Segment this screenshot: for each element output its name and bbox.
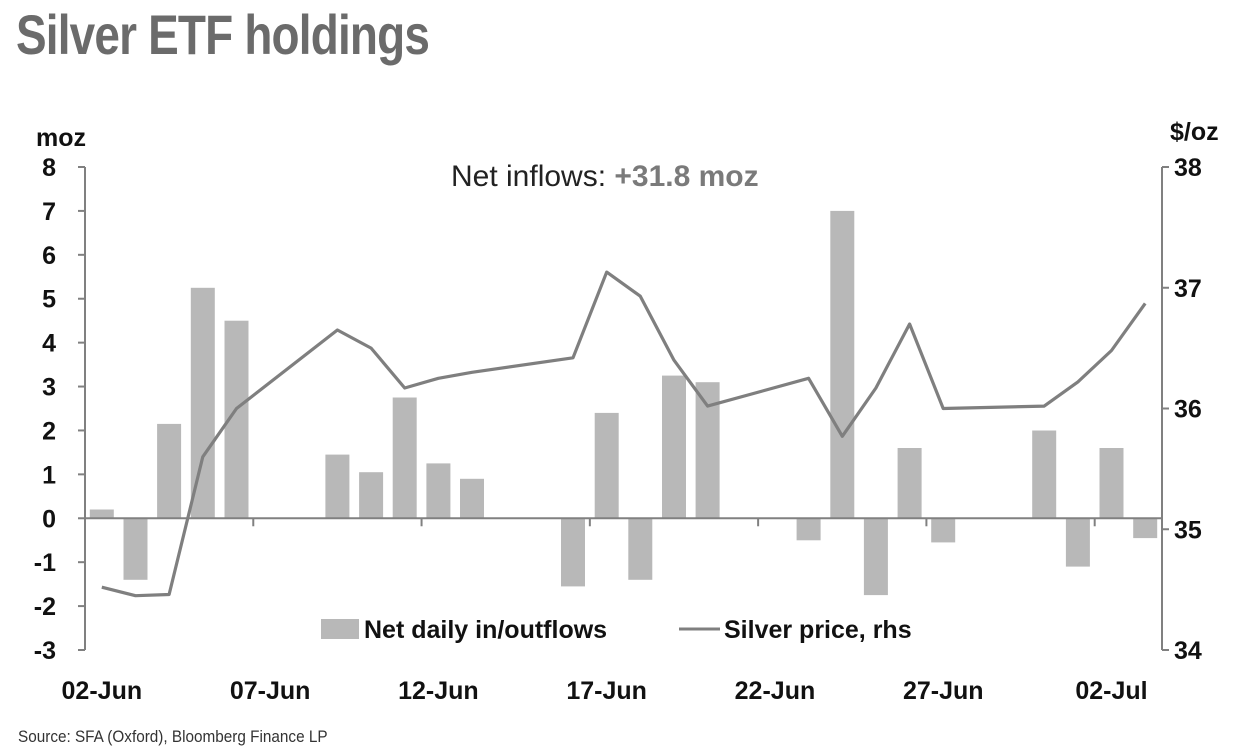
- x-tick-label: 22-Jun: [735, 677, 816, 705]
- silver-price-line: [101, 270, 1147, 598]
- bar-24-Jun: [830, 210, 855, 519]
- x-tick-label: 12-Jun: [398, 677, 479, 705]
- axes-layer: [78, 166, 1169, 651]
- legend-bar-label: Net daily in/outflows: [364, 616, 607, 644]
- left-tick-label: 6: [42, 242, 56, 270]
- left-tick-label: 2: [42, 417, 56, 445]
- legend-bar-swatch: [321, 619, 359, 639]
- x-tick-label: 27-Jun: [903, 677, 984, 705]
- bar-12-Jun: [426, 463, 451, 519]
- right-tick-label: 34: [1174, 637, 1202, 665]
- net-inflows-prefix: Net inflows:: [451, 160, 614, 193]
- bar-27-Jun: [931, 518, 956, 543]
- left-tick-label: 1: [42, 461, 56, 489]
- source-note: Source: SFA (Oxford), Bloomberg Finance …: [18, 727, 328, 746]
- right-axis-unit-label: $/oz: [1170, 118, 1219, 146]
- chart-title: Silver ETF holdings: [16, 3, 430, 66]
- right-tick-label: 36: [1174, 396, 1202, 424]
- left-tick-label: 7: [42, 198, 56, 226]
- ticks-layer: 8 7 6 5 4 3 2 1 0 -1 -2 -3 38 37 36 35 34 02-Jun 07-Jun 12-…: [34, 154, 1202, 705]
- bar-01-Jul: [1065, 518, 1090, 567]
- right-tick-label: 37: [1174, 275, 1202, 303]
- bar-03-Jun: [123, 518, 148, 580]
- bar-02-Jul: [1099, 448, 1124, 519]
- net-inflows-annotation: Net inflows: +31.8 moz: [451, 160, 759, 193]
- bar-30-Jun: [1032, 430, 1057, 519]
- left-axis-unit-label: moz: [36, 124, 86, 152]
- bar-25-Jun: [863, 518, 888, 596]
- bar-04-Jun: [157, 423, 182, 519]
- x-tick-label: 02-Jun: [62, 677, 143, 705]
- bar-03-Jul: [1133, 518, 1158, 539]
- legend-line-label: Silver price, rhs: [724, 616, 912, 644]
- bar-11-Jun: [392, 397, 417, 519]
- left-tick-label: -2: [34, 593, 56, 621]
- bar-10-Jun: [359, 472, 384, 519]
- left-tick-label: -3: [34, 637, 56, 665]
- left-tick-label: 5: [42, 286, 56, 314]
- x-tick-label: 17-Jun: [566, 677, 647, 705]
- left-tick-label: -1: [34, 549, 56, 577]
- bar-16-Jun: [561, 518, 585, 587]
- bar-13-Jun: [460, 478, 484, 519]
- bar-18-Jun: [628, 518, 653, 580]
- left-tick-label: 3: [42, 374, 56, 402]
- left-tick-label: 4: [42, 330, 56, 358]
- x-tick-label: 07-Jun: [230, 677, 311, 705]
- bar-23-Jun: [796, 518, 821, 541]
- bar-19-Jun: [662, 375, 686, 519]
- x-tick-label: 02-Jul: [1075, 677, 1147, 705]
- right-tick-label: 38: [1174, 154, 1202, 182]
- bar-02-Jun: [89, 509, 114, 519]
- line-layer: [101, 270, 1147, 598]
- left-tick-label: 0: [42, 505, 56, 533]
- left-tick-label: 8: [42, 154, 56, 182]
- bar-05-Jun: [190, 287, 215, 519]
- bar-17-Jun: [594, 412, 619, 519]
- bar-26-Jun: [897, 448, 922, 519]
- bar-09-Jun: [325, 454, 350, 519]
- net-inflows-value: +31.8 moz: [614, 160, 758, 193]
- right-tick-label: 35: [1174, 516, 1202, 544]
- legend: Net daily in/outflows Silver price, rhs: [321, 616, 912, 644]
- bars-layer: [89, 210, 1158, 596]
